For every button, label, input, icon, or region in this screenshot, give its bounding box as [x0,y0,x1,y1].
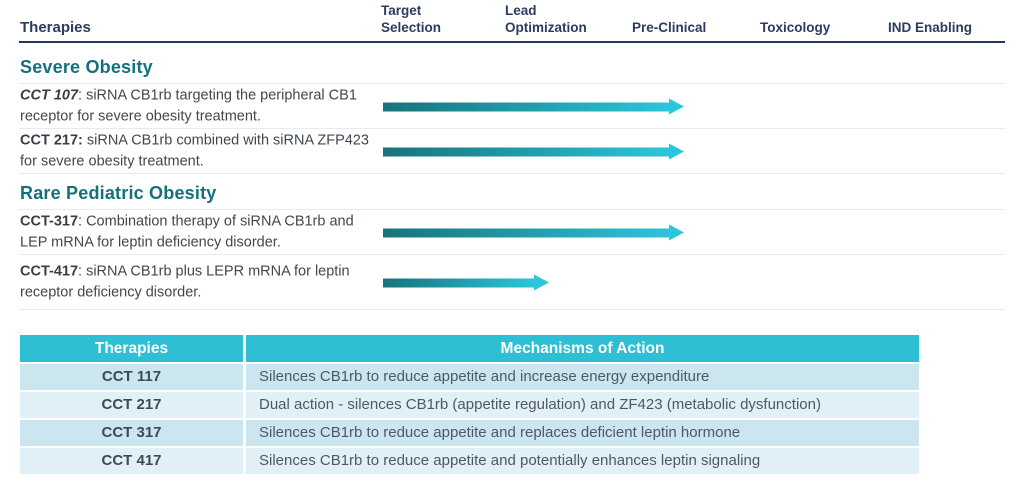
table-header-therapies: Therapies [20,335,243,362]
table-row-cct-117: CCT 117 Silences CB1rb to reduce appetit… [20,364,919,390]
table-row-cct-217: CCT 217 Dual action - silences CB1rb (ap… [20,392,919,418]
table-cell-mechanism: Dual action - silences CB1rb (appetite r… [246,392,919,418]
section-rare-pediatric-obesity: Rare Pediatric Obesity [0,174,1024,210]
arrow-head-icon [669,143,684,160]
therapy-row-cct-417: CCT-417: siRNA CB1rb plus LEPR mRNA for … [0,255,1024,310]
divider [19,83,1005,84]
table-cell-therapy: CCT 417 [20,448,243,474]
therapy-name: CCT 107 [20,86,79,103]
divider [19,128,1005,129]
stage-header-lead-optimization: Lead Optimization [505,3,587,35]
stage-header-target-selection: Target Selection [381,3,442,35]
progress-arrow [383,274,549,291]
therapy-description: CCT 107: siRNA CB1rb targeting the perip… [20,85,372,129]
therapy-description: CCT-417: siRNA CB1rb plus LEPR mRNA for … [20,261,372,305]
therapy-name: CCT 217: [20,131,83,148]
table-cell-therapy: CCT 217 [20,392,243,418]
therapy-name: CCT-417 [20,262,79,279]
progress-arrow [383,143,684,160]
table-header-row: Therapies Mechanisms of Action [20,335,919,362]
mechanisms-table: Therapies Mechanisms of Action CCT 117 S… [20,335,919,474]
arrow-head-icon [669,224,684,241]
divider [19,209,1005,210]
therapy-row-cct-317: CCT-317: Combination therapy of siRNA CB… [0,210,1024,255]
therapy-name: CCT-317 [20,212,79,229]
divider [19,173,1005,174]
table-cell-mechanism: Silences CB1rb to reduce appetite and in… [246,364,919,390]
therapy-description: CCT 217: siRNA CB1rb combined with siRNA… [20,130,372,174]
section-severe-obesity: Severe Obesity [0,43,1024,84]
therapies-column-header: Therapies [20,19,91,36]
divider [19,309,1005,310]
therapy-desc-text: : Combination therapy of siRNA CB1rb and… [20,212,354,251]
arrow-head-icon [534,274,549,291]
therapy-desc-text: siRNA CB1rb combined with siRNA ZFP423 f… [20,131,369,170]
arrow-head-icon [669,98,684,115]
section-title: Rare Pediatric Obesity [20,183,217,203]
pipeline-header: Therapies Target Selection Lead Optimiza… [19,0,1005,43]
table-cell-mechanism: Silences CB1rb to reduce appetite and re… [246,420,919,446]
table-header-mechanisms: Mechanisms of Action [246,335,919,362]
therapy-row-cct-217: CCT 217: siRNA CB1rb combined with siRNA… [0,129,1024,174]
therapy-description: CCT-317: Combination therapy of siRNA CB… [20,211,372,255]
therapy-desc-text: : siRNA CB1rb plus LEPR mRNA for leptin … [20,262,350,301]
divider [19,254,1005,255]
table-cell-therapy: CCT 317 [20,420,243,446]
table-cell-mechanism: Silences CB1rb to reduce appetite and po… [246,448,919,474]
progress-arrow [383,224,684,241]
stage-header-ind-enabling: IND Enabling [888,19,972,35]
progress-arrow [383,98,684,115]
table-row-cct-317: CCT 317 Silences CB1rb to reduce appetit… [20,420,919,446]
stage-header-toxicology: Toxicology [760,19,831,35]
table-row-cct-417: CCT 417 Silences CB1rb to reduce appetit… [20,448,919,474]
therapy-row-cct-107: CCT 107: siRNA CB1rb targeting the perip… [0,84,1024,129]
section-title: Severe Obesity [20,57,153,77]
table-cell-therapy: CCT 117 [20,364,243,390]
stage-header-pre-clinical: Pre-Clinical [632,19,707,35]
therapy-desc-text: : siRNA CB1rb targeting the peripheral C… [20,86,357,125]
